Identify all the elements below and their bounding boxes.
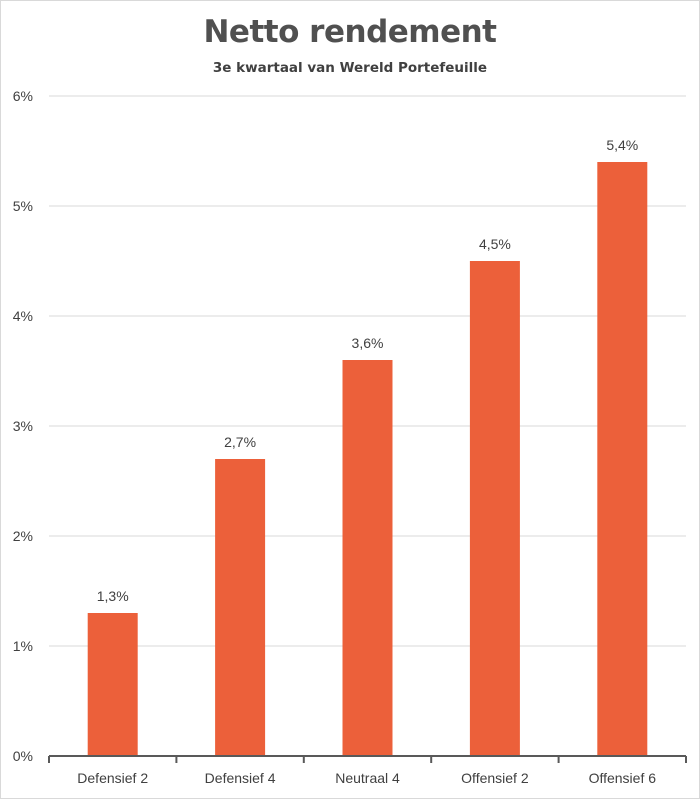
y-tick-label: 3% — [13, 418, 33, 434]
data-label: 2,7% — [224, 434, 256, 450]
data-label: 1,3% — [97, 588, 129, 604]
bar — [469, 261, 520, 756]
bar — [597, 162, 648, 756]
x-tick-label: Neutraal 4 — [335, 770, 400, 786]
x-tick-label: Defensief 4 — [205, 770, 276, 786]
bar — [87, 613, 138, 756]
x-tick-label: Defensief 2 — [77, 770, 148, 786]
y-tick-label: 4% — [13, 308, 33, 324]
y-tick-label: 5% — [13, 198, 33, 214]
y-tick-label: 6% — [13, 88, 33, 104]
data-label: 4,5% — [479, 236, 511, 252]
x-tick-label: Offensief 2 — [461, 770, 529, 786]
chart-subtitle: 3e kwartaal van Wereld Portefeuille — [212, 60, 488, 76]
data-label: 3,6% — [352, 335, 384, 351]
y-tick-label: 1% — [13, 638, 33, 654]
bar — [215, 459, 266, 756]
chart-title: Netto rendement — [203, 14, 497, 50]
y-tick-label: 2% — [13, 528, 33, 544]
x-tick-label: Offensief 6 — [589, 770, 657, 786]
bar — [342, 360, 393, 756]
data-label: 5,4% — [606, 137, 638, 153]
y-tick-label: 0% — [13, 748, 33, 764]
